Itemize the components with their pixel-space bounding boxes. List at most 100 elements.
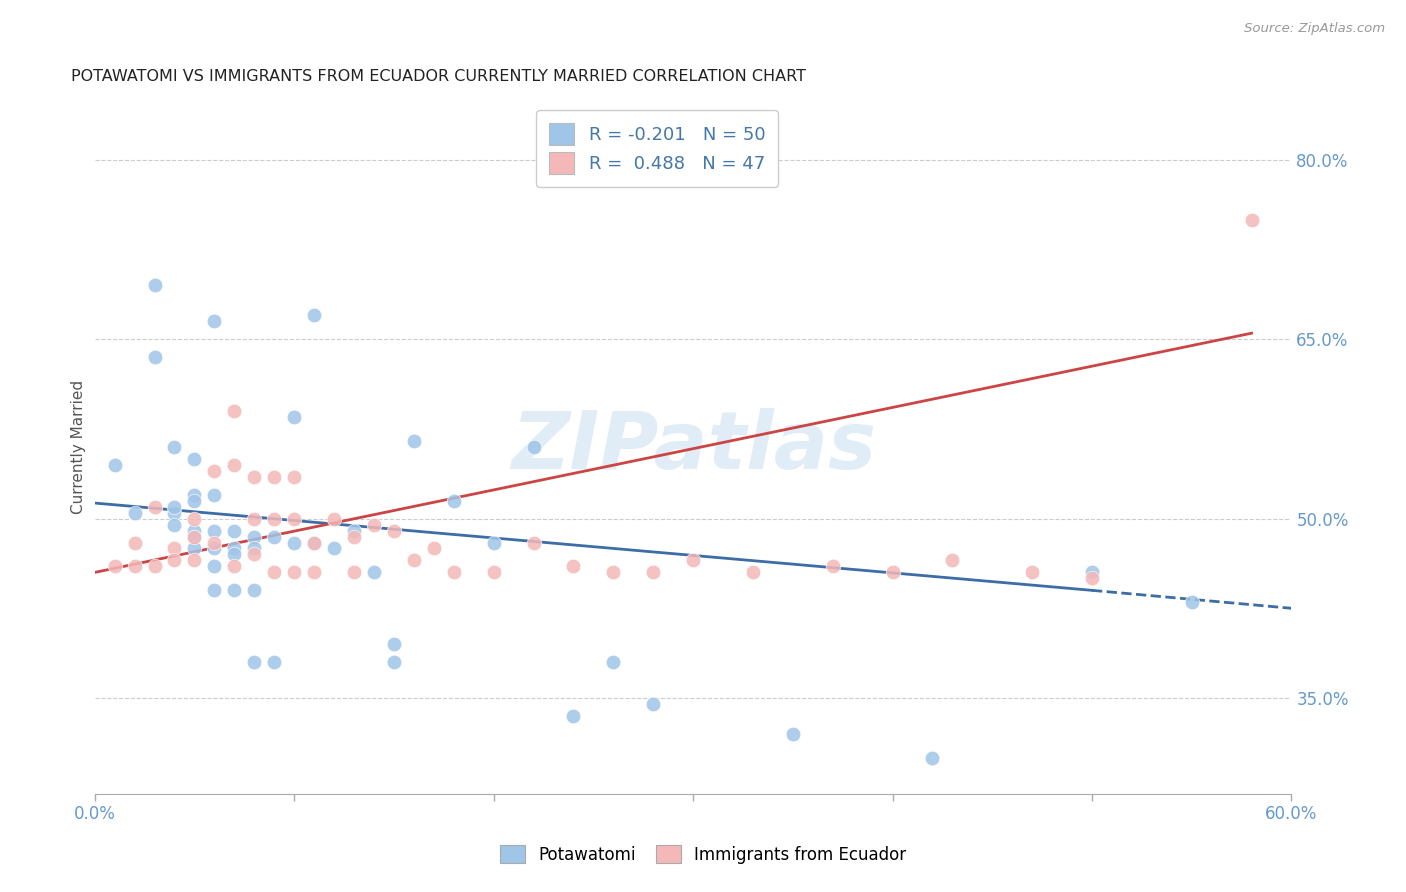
Point: [183, 553, 205, 567]
Point: [263, 655, 285, 669]
Point: [243, 511, 266, 525]
Point: [243, 583, 266, 598]
Point: [243, 548, 266, 562]
Point: [183, 529, 205, 543]
Legend: Potawatomi, Immigrants from Ecuador: Potawatomi, Immigrants from Ecuador: [494, 838, 912, 871]
Point: [382, 637, 405, 651]
Point: [1081, 571, 1104, 585]
Text: POTAWATOMI VS IMMIGRANTS FROM ECUADOR CURRENTLY MARRIED CORRELATION CHART: POTAWATOMI VS IMMIGRANTS FROM ECUADOR CU…: [70, 69, 806, 84]
Text: Source: ZipAtlas.com: Source: ZipAtlas.com: [1244, 22, 1385, 36]
Point: [183, 488, 205, 502]
Point: [163, 506, 186, 520]
Point: [522, 440, 544, 454]
Point: [821, 559, 844, 574]
Point: [382, 655, 405, 669]
Point: [104, 458, 127, 472]
Point: [163, 553, 186, 567]
Legend: R = -0.201   N = 50, R =  0.488   N = 47: R = -0.201 N = 50, R = 0.488 N = 47: [536, 111, 778, 187]
Point: [202, 535, 225, 549]
Point: [224, 541, 246, 556]
Point: [302, 308, 325, 322]
Point: [202, 583, 225, 598]
Point: [183, 529, 205, 543]
Point: [323, 541, 346, 556]
Point: [183, 493, 205, 508]
Point: [124, 535, 146, 549]
Point: [921, 751, 943, 765]
Point: [1240, 212, 1263, 227]
Point: [402, 553, 425, 567]
Point: [163, 500, 186, 514]
Point: [283, 566, 305, 580]
Point: [363, 566, 385, 580]
Point: [602, 655, 624, 669]
Point: [224, 559, 246, 574]
Y-axis label: Currently Married: Currently Married: [72, 380, 86, 514]
Point: [163, 517, 186, 532]
Point: [243, 655, 266, 669]
Point: [682, 553, 704, 567]
Point: [163, 541, 186, 556]
Point: [643, 697, 665, 711]
Point: [124, 506, 146, 520]
Point: [941, 553, 963, 567]
Point: [202, 488, 225, 502]
Point: [1181, 595, 1204, 609]
Point: [562, 559, 585, 574]
Point: [263, 529, 285, 543]
Point: [183, 541, 205, 556]
Point: [202, 559, 225, 574]
Point: [202, 541, 225, 556]
Point: [202, 314, 225, 328]
Point: [283, 511, 305, 525]
Point: [202, 464, 225, 478]
Text: ZIPatlas: ZIPatlas: [510, 408, 876, 486]
Point: [224, 458, 246, 472]
Point: [143, 278, 166, 293]
Point: [382, 524, 405, 538]
Point: [143, 500, 166, 514]
Point: [124, 559, 146, 574]
Point: [1021, 566, 1043, 580]
Point: [224, 404, 246, 418]
Point: [302, 535, 325, 549]
Point: [283, 469, 305, 483]
Point: [263, 566, 285, 580]
Point: [263, 511, 285, 525]
Point: [482, 566, 505, 580]
Point: [283, 535, 305, 549]
Point: [104, 559, 127, 574]
Point: [423, 541, 446, 556]
Point: [302, 566, 325, 580]
Point: [1081, 566, 1104, 580]
Point: [263, 469, 285, 483]
Point: [343, 529, 366, 543]
Point: [323, 511, 346, 525]
Point: [882, 566, 904, 580]
Point: [522, 535, 544, 549]
Point: [562, 709, 585, 723]
Point: [224, 583, 246, 598]
Point: [143, 559, 166, 574]
Point: [183, 451, 205, 466]
Point: [343, 566, 366, 580]
Point: [243, 469, 266, 483]
Point: [782, 727, 804, 741]
Point: [224, 524, 246, 538]
Point: [283, 409, 305, 424]
Point: [302, 535, 325, 549]
Point: [143, 350, 166, 364]
Point: [443, 493, 465, 508]
Point: [243, 541, 266, 556]
Point: [363, 517, 385, 532]
Point: [643, 566, 665, 580]
Point: [482, 535, 505, 549]
Point: [343, 524, 366, 538]
Point: [742, 566, 765, 580]
Point: [163, 440, 186, 454]
Point: [602, 566, 624, 580]
Point: [202, 524, 225, 538]
Point: [224, 548, 246, 562]
Point: [402, 434, 425, 448]
Point: [243, 529, 266, 543]
